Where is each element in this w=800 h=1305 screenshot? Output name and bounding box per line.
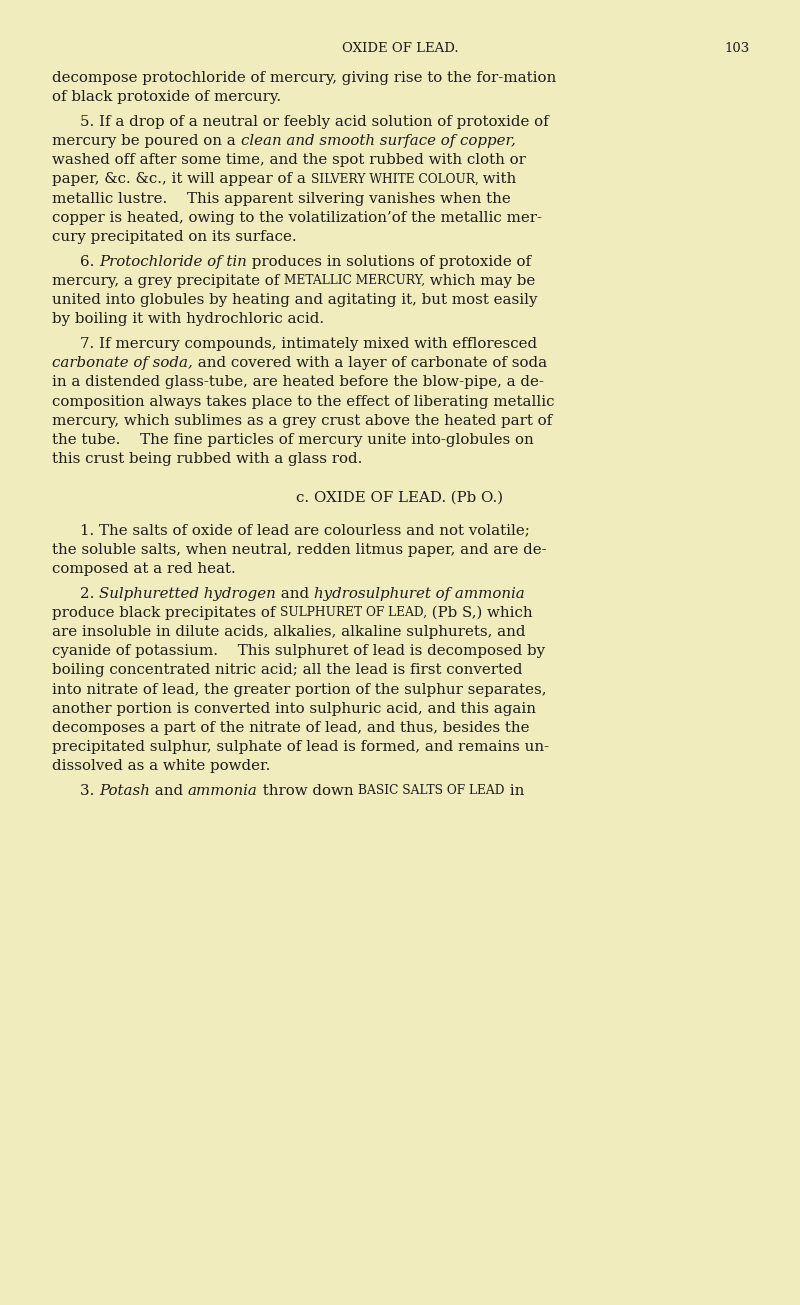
Text: precipitated sulphur, sulphate of lead is formed, and remains un-: precipitated sulphur, sulphate of lead i…	[52, 740, 549, 754]
Text: 1. The salts of oxide of lead are colourless and not volatile;: 1. The salts of oxide of lead are colour…	[80, 523, 530, 538]
Text: OXIDE OF LEAD.: OXIDE OF LEAD.	[342, 42, 458, 55]
Text: mercury, which sublimes as a grey crust above the heated part of: mercury, which sublimes as a grey crust …	[52, 414, 552, 428]
Text: throw down: throw down	[258, 784, 358, 799]
Text: boiling concentrated nitric acid; all the lead is first converted: boiling concentrated nitric acid; all th…	[52, 663, 522, 677]
Text: 7. If mercury compounds, intimately mixed with effloresced: 7. If mercury compounds, intimately mixe…	[80, 337, 537, 351]
Text: cyanide of potassium.  This sulphuret of lead is decomposed by: cyanide of potassium. This sulphuret of …	[52, 645, 545, 658]
Text: OXIDE OF LEAD.: OXIDE OF LEAD.	[314, 491, 446, 505]
Text: copper is heated, owing to the volatilization’of the metallic mer-: copper is heated, owing to the volatiliz…	[52, 210, 542, 224]
Text: with: with	[478, 172, 517, 187]
Text: composed at a red heat.: composed at a red heat.	[52, 562, 236, 576]
Text: produces in solutions of protoxide of: produces in solutions of protoxide of	[247, 254, 531, 269]
Text: carbonate of soda,: carbonate of soda,	[52, 356, 193, 371]
Text: metallic lustre.  This apparent silvering vanishes when the: metallic lustre. This apparent silvering…	[52, 192, 510, 205]
Text: SULPHURET OF LEAD,: SULPHURET OF LEAD,	[280, 606, 427, 619]
Text: united into globules by heating and agitating it, but most easily: united into globules by heating and agit…	[52, 294, 538, 307]
Text: washed off after some time, and the spot rubbed with cloth or: washed off after some time, and the spot…	[52, 153, 526, 167]
Text: cury precipitated on its surface.: cury precipitated on its surface.	[52, 230, 297, 244]
Text: BASIC SALTS OF LEAD: BASIC SALTS OF LEAD	[358, 784, 505, 797]
Text: 6.: 6.	[80, 254, 99, 269]
Text: 5. If a drop of a neutral or feebly acid solution of protoxide of: 5. If a drop of a neutral or feebly acid…	[80, 115, 549, 129]
Text: another portion is converted into sulphuric acid, and this again: another portion is converted into sulphu…	[52, 702, 536, 716]
Text: c.: c.	[297, 491, 314, 505]
Text: this crust being rubbed with a glass rod.: this crust being rubbed with a glass rod…	[52, 452, 362, 466]
Text: Sulphuretted hydrogen: Sulphuretted hydrogen	[99, 587, 276, 600]
Text: hydrosulphuret of ammonia: hydrosulphuret of ammonia	[314, 587, 525, 600]
Text: and covered with a layer of carbonate of soda: and covered with a layer of carbonate of…	[193, 356, 547, 371]
Text: the soluble salts, when neutral, redden litmus paper, and are de-: the soluble salts, when neutral, redden …	[52, 543, 546, 557]
Text: 2.: 2.	[80, 587, 99, 600]
Text: into nitrate of lead, the greater portion of the sulphur separates,: into nitrate of lead, the greater portio…	[52, 683, 546, 697]
Text: SILVERY WHITE COLOUR,: SILVERY WHITE COLOUR,	[310, 172, 478, 185]
Text: Potash: Potash	[99, 784, 150, 799]
Text: are insoluble in dilute acids, alkalies, alkaline sulphurets, and: are insoluble in dilute acids, alkalies,…	[52, 625, 526, 639]
Text: the tube.  The fine particles of mercury unite into­globules on: the tube. The fine particles of mercury …	[52, 433, 534, 446]
Text: 103: 103	[725, 42, 750, 55]
Text: 3.: 3.	[80, 784, 99, 799]
Text: by boiling it with hydrochloric acid.: by boiling it with hydrochloric acid.	[52, 312, 324, 326]
Text: which may be: which may be	[426, 274, 535, 288]
Text: mercury, a grey precipitate of: mercury, a grey precipitate of	[52, 274, 284, 288]
Text: of black protoxide of mercury.: of black protoxide of mercury.	[52, 90, 281, 104]
Text: and: and	[276, 587, 314, 600]
Text: (Pb S,) which: (Pb S,) which	[427, 606, 533, 620]
Text: ammonia: ammonia	[188, 784, 258, 799]
Text: decompose protochloride of mercury, giving rise to the for­mation: decompose protochloride of mercury, givi…	[52, 70, 556, 85]
Text: (Pb O.): (Pb O.)	[446, 491, 503, 505]
Text: decomposes a part of the nitrate of lead, and thus, besides the: decomposes a part of the nitrate of lead…	[52, 720, 530, 735]
Text: composition always takes place to the effect of liberating metallic: composition always takes place to the ef…	[52, 394, 554, 408]
Text: METALLIC MERCURY,: METALLIC MERCURY,	[284, 274, 426, 287]
Text: and: and	[150, 784, 188, 799]
Text: clean and smooth surface of copper,: clean and smooth surface of copper,	[241, 134, 515, 147]
Text: dissolved as a white powder.: dissolved as a white powder.	[52, 760, 270, 774]
Text: in a distended glass-tube, are heated before the blow-pipe, a de-: in a distended glass-tube, are heated be…	[52, 376, 544, 389]
Text: Protochloride of tin: Protochloride of tin	[99, 254, 247, 269]
Text: in: in	[505, 784, 524, 799]
Text: produce black precipitates of: produce black precipitates of	[52, 606, 280, 620]
Text: mercury be poured on a: mercury be poured on a	[52, 134, 241, 147]
Text: paper, &c. &c., it will appear of a: paper, &c. &c., it will appear of a	[52, 172, 310, 187]
